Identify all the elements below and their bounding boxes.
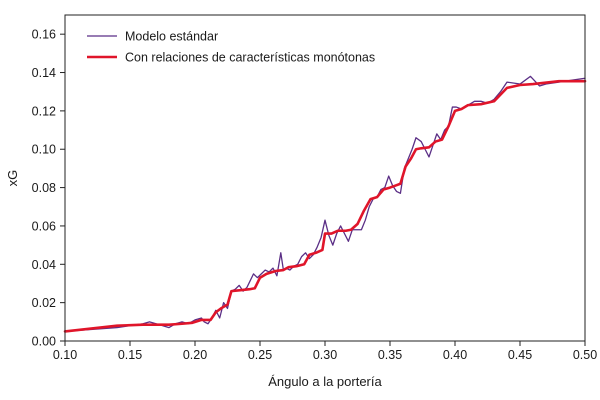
x-tick-label: 0.45 — [508, 348, 532, 362]
legend-label-modelo-estandar: Modelo estándar — [125, 30, 218, 44]
y-tick-label: 0.10 — [32, 143, 56, 157]
y-axis-label: xG — [5, 170, 20, 187]
legend: Modelo estándar Con relaciones de caract… — [87, 30, 375, 65]
x-axis: 0.10 0.15 0.20 0.25 0.30 0.35 0.40 0.45 0.50 — [53, 341, 597, 362]
y-axis: 0.00 0.02 0.04 0.06 0.08 0.10 0.12 0.14 0.16 — [32, 28, 65, 349]
y-tick-label: 0.14 — [32, 66, 56, 80]
x-tick-label: 0.30 — [313, 348, 337, 362]
x-tick-label: 0.35 — [378, 348, 402, 362]
x-tick-label: 0.10 — [53, 348, 77, 362]
y-tick-label: 0.04 — [32, 258, 56, 272]
series-line-relaciones-monotonas — [63, 79, 587, 333]
plot-series-group — [63, 75, 587, 333]
x-tick-label: 0.20 — [183, 348, 207, 362]
x-axis-label: Ángulo a la portería — [268, 374, 382, 389]
y-tick-label: 0.06 — [32, 219, 56, 233]
y-tick-label: 0.16 — [32, 28, 56, 42]
x-tick-label: 0.40 — [443, 348, 467, 362]
series-line-modelo-estandar — [64, 75, 586, 333]
legend-label-relaciones-monotonas: Con relaciones de características monóto… — [125, 51, 375, 65]
x-tick-label: 0.15 — [118, 348, 142, 362]
y-tick-label: 0.12 — [32, 104, 56, 118]
y-tick-label: 0.00 — [32, 335, 56, 349]
x-tick-label: 0.50 — [573, 348, 597, 362]
x-tick-label: 0.25 — [248, 348, 272, 362]
y-tick-label: 0.08 — [32, 181, 56, 195]
y-tick-label: 0.02 — [32, 296, 56, 310]
